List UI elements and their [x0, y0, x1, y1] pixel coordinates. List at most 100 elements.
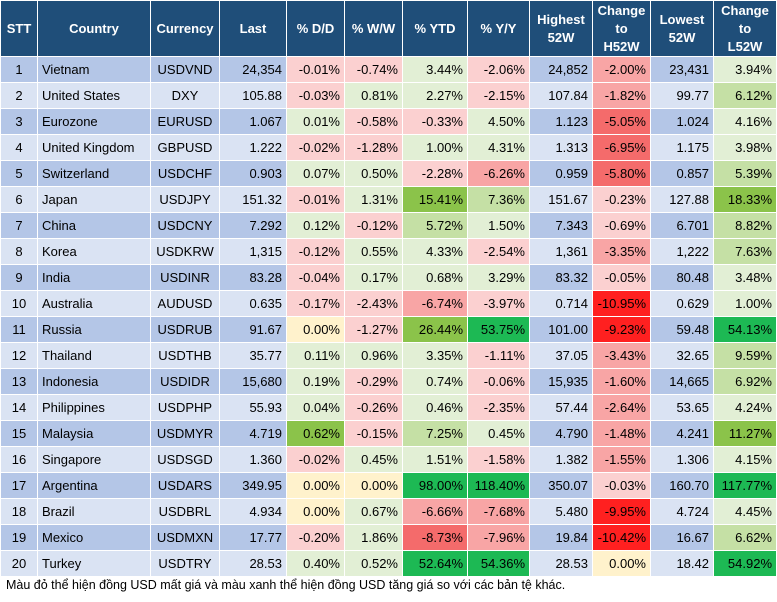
country-cell: Mexico — [37, 524, 151, 551]
ytd-cell: 3.35% — [402, 342, 468, 369]
country-cell: Malaysia — [37, 420, 151, 447]
ytd-cell: 1.00% — [402, 134, 468, 161]
table-row: 3 Eurozone EURUSD 1.067 0.01% -0.58% -0.33% 4.5… — [0, 108, 777, 135]
highest-52w-cell: 0.714 — [529, 290, 593, 317]
table-row: 20 Turkey USDTRY 28.53 0.40% 0.52% 52.64% 54.36… — [0, 550, 777, 577]
change-to-h52w-cell: -0.23% — [592, 186, 651, 213]
change-to-l52w-cell: 3.48% — [713, 264, 777, 291]
ww-cell: 1.31% — [344, 186, 403, 213]
country-cell: Singapore — [37, 446, 151, 473]
country-cell: Indonesia — [37, 368, 151, 395]
last-cell: 4.934 — [219, 498, 287, 525]
currency-cell: DXY — [150, 82, 220, 109]
currency-cell: USDTRY — [150, 550, 220, 577]
dd-cell: 0.11% — [286, 342, 345, 369]
change-to-l52w-cell: 117.77% — [713, 472, 777, 499]
change-to-h52w-cell: -1.82% — [592, 82, 651, 109]
last-cell: 83.28 — [219, 264, 287, 291]
change-to-l52w-cell: 7.63% — [713, 238, 777, 265]
table-row: 8 Korea USDKRW 1,315 -0.12% 0.55% 4.33% -2.54% 1… — [0, 238, 777, 265]
country-cell: Turkey — [37, 550, 151, 577]
ytd-cell: -6.66% — [402, 498, 468, 525]
table-row: 4 United Kingdom GBPUSD 1.222 -0.02% -1.28% 1.… — [0, 134, 777, 161]
highest-52w-cell: 151.67 — [529, 186, 593, 213]
change-to-l52w-cell: 18.33% — [713, 186, 777, 213]
highest-52w-cell: 107.84 — [529, 82, 593, 109]
lowest-52w-cell: 59.48 — [650, 316, 714, 343]
country-cell: India — [37, 264, 151, 291]
stt-cell: 4 — [0, 134, 38, 161]
currency-cell: USDBRL — [150, 498, 220, 525]
country-cell: Korea — [37, 238, 151, 265]
stt-cell: 13 — [0, 368, 38, 395]
country-cell: Argentina — [37, 472, 151, 499]
change-to-h52w-cell: -3.43% — [592, 342, 651, 369]
yy-cell: 0.45% — [467, 420, 530, 447]
currency-cell: USDRUB — [150, 316, 220, 343]
lowest-52w-cell: 0.629 — [650, 290, 714, 317]
header-change-to-h52w: Change to H52W — [592, 0, 651, 57]
country-cell: Brazil — [37, 498, 151, 525]
change-to-l52w-cell: 1.00% — [713, 290, 777, 317]
currency-cell: USDPHP — [150, 394, 220, 421]
currency-cell: USDCHF — [150, 160, 220, 187]
ww-cell: 0.45% — [344, 446, 403, 473]
ytd-cell: 7.25% — [402, 420, 468, 447]
change-to-h52w-cell: -10.42% — [592, 524, 651, 551]
change-to-l52w-cell: 6.92% — [713, 368, 777, 395]
currency-cell: USDIDR — [150, 368, 220, 395]
table-row: 13 Indonesia USDIDR 15,680 0.19% -0.29% 0.74% -… — [0, 368, 777, 395]
ytd-cell: 0.68% — [402, 264, 468, 291]
lowest-52w-cell: 18.42 — [650, 550, 714, 577]
lowest-52w-cell: 16.67 — [650, 524, 714, 551]
change-to-l52w-cell: 11.27% — [713, 420, 777, 447]
dd-cell: -0.17% — [286, 290, 345, 317]
header-stt: STT — [0, 0, 38, 57]
ytd-cell: -8.73% — [402, 524, 468, 551]
last-cell: 55.93 — [219, 394, 287, 421]
stt-cell: 1 — [0, 56, 38, 83]
yy-cell: 4.31% — [467, 134, 530, 161]
last-cell: 1.360 — [219, 446, 287, 473]
lowest-52w-cell: 4.241 — [650, 420, 714, 447]
change-to-h52w-cell: -1.55% — [592, 446, 651, 473]
table-row: 16 Singapore USDSGD 1.360 -0.02% 0.45% 1.51% -1… — [0, 446, 777, 473]
last-cell: 0.635 — [219, 290, 287, 317]
dd-cell: 0.00% — [286, 472, 345, 499]
header-ww: % W/W — [344, 0, 403, 57]
ytd-cell: 98.00% — [402, 472, 468, 499]
stt-cell: 16 — [0, 446, 38, 473]
change-to-h52w-cell: -0.05% — [592, 264, 651, 291]
change-to-h52w-cell: -3.35% — [592, 238, 651, 265]
dd-cell: 0.62% — [286, 420, 345, 447]
dd-cell: -0.02% — [286, 446, 345, 473]
change-to-l52w-cell: 4.24% — [713, 394, 777, 421]
yy-cell: 1.50% — [467, 212, 530, 239]
ww-cell: -1.28% — [344, 134, 403, 161]
change-to-h52w-cell: -0.03% — [592, 472, 651, 499]
country-cell: Vietnam — [37, 56, 151, 83]
highest-52w-cell: 5.480 — [529, 498, 593, 525]
stt-cell: 7 — [0, 212, 38, 239]
stt-cell: 2 — [0, 82, 38, 109]
highest-52w-cell: 4.790 — [529, 420, 593, 447]
ww-cell: 1.86% — [344, 524, 403, 551]
stt-cell: 11 — [0, 316, 38, 343]
change-to-h52w-cell: -1.60% — [592, 368, 651, 395]
highest-52w-cell: 28.53 — [529, 550, 593, 577]
table-row: 12 Thailand USDTHB 35.77 0.11% 0.96% 3.35% -1.1… — [0, 342, 777, 369]
change-to-l52w-cell: 6.12% — [713, 82, 777, 109]
ytd-cell: 15.41% — [402, 186, 468, 213]
dd-cell: -0.03% — [286, 82, 345, 109]
yy-cell: 118.40% — [467, 472, 530, 499]
lowest-52w-cell: 6.701 — [650, 212, 714, 239]
highest-52w-cell: 24,852 — [529, 56, 593, 83]
ytd-cell: -0.33% — [402, 108, 468, 135]
dd-cell: 0.19% — [286, 368, 345, 395]
highest-52w-cell: 7.343 — [529, 212, 593, 239]
lowest-52w-cell: 1.306 — [650, 446, 714, 473]
header-lowest-52w: Lowest 52W — [650, 0, 714, 57]
ww-cell: 0.52% — [344, 550, 403, 577]
change-to-l52w-cell: 3.94% — [713, 56, 777, 83]
